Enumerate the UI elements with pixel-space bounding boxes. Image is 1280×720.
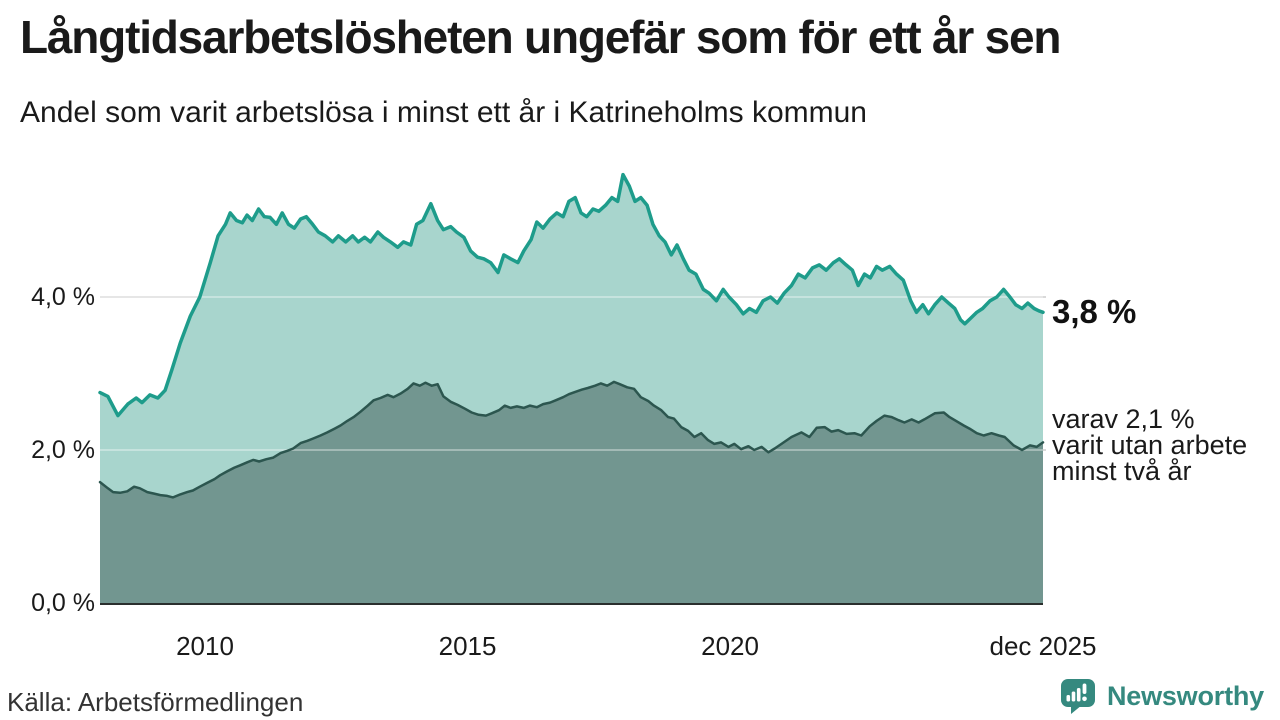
y-tick-label: 2,0 %	[31, 436, 95, 464]
page-title: Långtidsarbetslösheten ungefär som för e…	[20, 11, 1062, 63]
y-tick-label: 0,0 %	[31, 589, 95, 617]
brand-name: Newsworthy	[1106, 680, 1264, 711]
x-tick-label: 2010	[176, 631, 234, 661]
x-tick-label: 2020	[701, 631, 759, 661]
end-annotation: varav 2,1 % varit utan arbete minst två …	[1052, 404, 1248, 486]
brand-logo-icon	[1060, 679, 1095, 714]
annotation-line: varit utan arbete	[1052, 430, 1248, 460]
x-tick-label: 2015	[438, 631, 497, 661]
y-tick-label: 4,0 %	[31, 283, 95, 311]
x-tick-label: dec 2025	[989, 631, 1097, 661]
brand-logo[interactable]: Newsworthy	[1058, 677, 1264, 715]
annotation-line: varav 2,1 %	[1052, 404, 1195, 434]
page-subtitle: Andel som varit arbetslösa i minst ett å…	[20, 96, 867, 129]
source-label: Källa: Arbetsförmedlingen	[7, 687, 304, 717]
end-value-label: 3,8 %	[1052, 293, 1137, 331]
annotation-line: minst två år	[1052, 456, 1192, 486]
